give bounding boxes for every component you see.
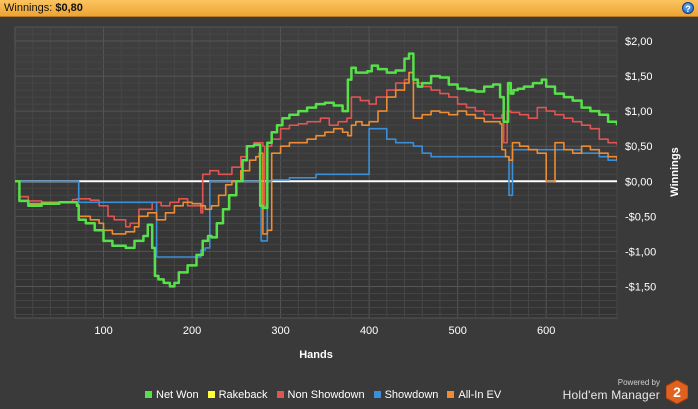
svg-text:2: 2 [673,384,681,400]
series-lines [15,52,617,288]
help-icon[interactable]: ? [682,2,694,14]
y-tick-label: $1,50 [625,71,653,83]
x-axis-title: Hands [299,349,333,361]
winnings-value: $0,80 [55,2,83,14]
y-tick-label: $2,00 [625,36,653,48]
y-axis-ticks: $2,00 $1,50 $1,00 $0,50 $0,00 -$0,50 -$1,00 -$1… [625,36,656,293]
y-tick-label: -$0,50 [625,211,656,223]
legend-swatch [373,391,381,398]
x-tick-label: 600 [537,325,555,337]
legend-item-showdown[interactable]: Showdown [373,389,439,401]
x-tick-label: 200 [183,325,201,337]
x-tick-label: 100 [94,325,112,337]
legend-item-net-won[interactable]: Net Won [145,389,199,401]
winnings-summary: Winnings: $0,80 [4,2,83,14]
series-line-net-won [15,52,617,288]
legend-swatch [447,391,455,398]
title-bar: Winnings: $0,80 ? [0,0,698,17]
legend-swatch [145,391,152,398]
legend-item-all-in-ev[interactable]: All-In EV [447,389,501,401]
legend-label: Net Won [156,389,199,401]
series-line-non-showdown [15,71,617,228]
y-tick-label: -$1,50 [625,281,656,293]
x-tick-label: 300 [271,325,289,337]
brand-name: Hold'em Manager [562,388,660,402]
legend-label: Non Showdown [287,389,365,401]
y-tick-label: $0,00 [625,176,653,188]
powered-by-text: Powered by [617,378,660,387]
brand-watermark: Powered by Hold'em Manager 2 [558,378,688,406]
y-axis-title: Winnings [669,147,681,196]
holdem-manager-logo-icon: 2 [666,380,688,404]
x-tick-label: 400 [360,325,378,337]
winnings-chart: 100 200 300 400 500 600 $2,00$1,50$1,00$0,50$… [14,26,681,361]
legend-label: All-In EV [458,389,502,401]
legend-label: Showdown [384,389,439,401]
legend-item-rakeback[interactable]: Rakeback [207,389,268,401]
legend-swatch [276,391,284,398]
y-tick-label: $1,00 [625,106,653,118]
legend-label: Rakeback [218,389,268,401]
x-tick-label: 500 [448,325,466,337]
grid-lines [15,27,618,318]
legend-item-non-showdown[interactable]: Non Showdown [276,389,365,401]
y-tick-label: -$1,00 [625,246,656,258]
legend: Net Won Rakeback Non Showdown Showdown All-I… [145,389,510,403]
x-axis-ticks: 100 200 300 400 500 600 [94,325,555,337]
legend-swatch [207,391,215,398]
y-tick-label: $0,50 [625,141,653,153]
series-line-all-in-ev [15,71,617,235]
